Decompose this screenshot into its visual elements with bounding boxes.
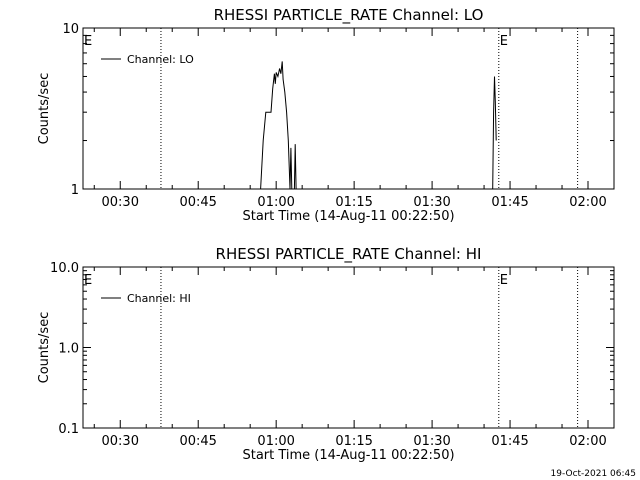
x-tick-label: 01:00 — [257, 195, 294, 210]
legend-entry: Channel: HI — [127, 292, 191, 305]
plot-frame — [82, 27, 615, 190]
chart-title: RHESSI PARTICLE_RATE Channel: LO — [214, 6, 484, 25]
y-tick-label: 10 — [62, 22, 79, 37]
corner-event-label: E — [84, 34, 92, 49]
y-axis-label: Counts/sec — [37, 312, 52, 384]
legend-entry: Channel: LO — [127, 53, 194, 66]
x-axis-label: Start Time (14-Aug-11 00:22:50) — [242, 209, 454, 224]
corner-event-label: E — [84, 273, 92, 288]
x-tick-label: 01:15 — [335, 434, 372, 449]
x-tick-label: 01:45 — [491, 434, 528, 449]
chart-title: RHESSI PARTICLE_RATE Channel: HI — [216, 245, 482, 264]
series-line-channel-lo — [293, 144, 297, 190]
y-tick-label: 1.0 — [58, 342, 79, 357]
y-tick-label: 0.1 — [58, 422, 79, 437]
x-axis-label: Start Time (14-Aug-11 00:22:50) — [242, 448, 454, 463]
event-marker-label: E — [500, 34, 508, 49]
y-axis-label: Counts/sec — [37, 73, 52, 145]
series-line-channel-lo — [492, 76, 497, 190]
x-tick-label: 00:45 — [179, 195, 216, 210]
series-line-channel-lo — [289, 147, 293, 190]
x-tick-label: 00:30 — [102, 434, 139, 449]
y-tick-label: 1 — [71, 183, 79, 198]
panel-lo: RHESSI PARTICLE_RATE Channel: LO 00:30 00:… — [37, 6, 615, 224]
x-tick-label: 01:30 — [413, 195, 450, 210]
x-tick-label: 00:45 — [179, 434, 216, 449]
x-tick-label: 01:45 — [491, 195, 528, 210]
event-marker-label: E — [500, 273, 508, 288]
x-tick-label: 00:30 — [102, 195, 139, 210]
footer-timestamp: 19-Oct-2021 06:45 — [551, 469, 636, 479]
x-tick-label: 01:30 — [413, 434, 450, 449]
x-tick-label: 02:00 — [569, 195, 606, 210]
series-line-channel-lo — [260, 61, 291, 190]
x-tick-label: 01:15 — [335, 195, 372, 210]
x-tick-label: 01:00 — [257, 434, 294, 449]
y-tick-label: 10.0 — [50, 261, 79, 276]
x-tick-label: 02:00 — [569, 434, 606, 449]
panel-hi: RHESSI PARTICLE_RATE Channel: HI 00:30 00:… — [37, 245, 615, 463]
